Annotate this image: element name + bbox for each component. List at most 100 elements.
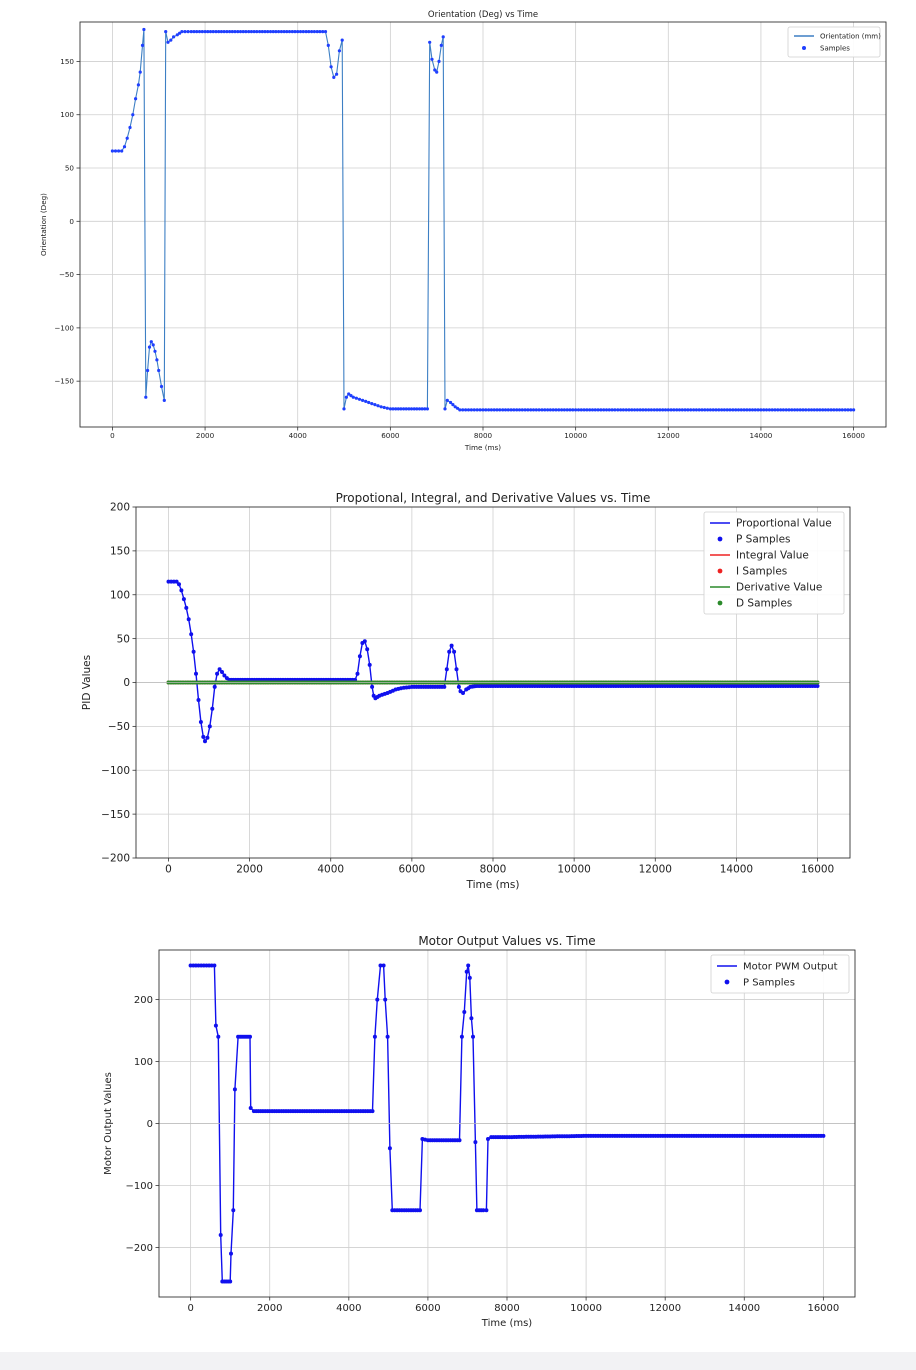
legend-box	[703, 511, 845, 615]
sample-point	[340, 38, 344, 42]
sample-point	[378, 963, 383, 968]
legend-dot-swatch	[717, 568, 723, 574]
sample-point	[208, 30, 213, 34]
x-tick-label: 12000	[649, 1303, 681, 1314]
sample-point	[222, 30, 226, 34]
sample-point	[823, 408, 828, 412]
x-axis-label: Time (ms)	[466, 879, 520, 891]
sample-point	[379, 405, 383, 409]
sample-point	[357, 397, 362, 401]
sample-point	[172, 35, 176, 39]
sample-point	[365, 647, 370, 652]
sample-point	[180, 30, 184, 34]
sample-point	[247, 30, 251, 34]
plot-area	[110, 27, 856, 412]
bottom-bar	[0, 1352, 916, 1370]
sample-point	[232, 1087, 237, 1092]
sample-point	[677, 408, 682, 412]
sample-point	[582, 408, 586, 412]
sample-point	[382, 405, 386, 410]
legend-label: Proportional Value	[736, 518, 832, 530]
sample-point	[195, 30, 199, 34]
sample-point	[529, 408, 533, 412]
sample-point	[627, 408, 631, 412]
x-axis-label: Time (ms)	[464, 443, 501, 452]
sample-point	[364, 399, 368, 403]
sample-point	[217, 667, 222, 672]
x-tick-label: 14000	[749, 431, 772, 440]
sample-point	[801, 408, 805, 412]
sample-point	[214, 30, 218, 34]
sample-point	[776, 408, 780, 412]
sample-point	[512, 408, 516, 412]
sample-point	[215, 671, 220, 676]
sample-point	[178, 31, 182, 35]
legend-dot-swatch	[717, 536, 723, 542]
chart-title: Propotional, Integral, and Derivative Va…	[336, 491, 651, 505]
sample-point	[736, 408, 741, 412]
sample-point	[367, 400, 371, 405]
sample-point	[191, 649, 196, 654]
sample-point	[407, 407, 411, 411]
sample-point	[557, 408, 561, 412]
sample-point	[344, 395, 348, 399]
sample-point	[122, 145, 127, 149]
y-tick-label: 200	[110, 502, 130, 514]
sample-point	[404, 407, 408, 411]
sample-point	[279, 30, 283, 34]
x-tick-label: 16000	[807, 1303, 839, 1314]
sample-point	[683, 408, 687, 412]
sample-point	[469, 1016, 474, 1021]
sample-point	[287, 30, 292, 34]
sample-point	[367, 662, 372, 667]
sample-point	[233, 30, 237, 34]
y-axis-label: Motor Output Values	[103, 1072, 114, 1175]
sample-point	[613, 408, 617, 412]
sample-point	[120, 149, 124, 153]
sample-point	[394, 407, 398, 411]
sample-point	[307, 30, 311, 34]
sample-point	[162, 398, 166, 402]
y-tick-label: 150	[110, 546, 130, 558]
x-tick-label: 2000	[196, 431, 215, 440]
sample-point	[759, 408, 763, 412]
sample-point	[462, 1010, 467, 1014]
sample-point	[818, 408, 822, 412]
orientation-chart: Orientation (Deg) vs Time 0 2000 4000 6000 80…	[39, 10, 887, 452]
sample-point	[503, 408, 508, 412]
sample-point	[455, 406, 460, 410]
sample-point	[649, 408, 654, 412]
sample-point	[441, 35, 445, 39]
sample-point	[425, 407, 429, 411]
sample-point	[220, 670, 224, 674]
y-tick-label: 100	[110, 589, 130, 601]
sample-point	[610, 408, 614, 412]
sample-point	[428, 40, 432, 44]
x-tick-label: 12000	[639, 864, 672, 876]
sample-point	[843, 408, 847, 412]
sample-point	[263, 30, 267, 34]
x-tick-label: 16000	[801, 864, 834, 876]
sample-point	[329, 65, 333, 69]
sample-point	[387, 1146, 392, 1151]
sample-point	[290, 30, 294, 34]
sample-point	[579, 408, 583, 412]
sample-point	[467, 975, 472, 980]
sample-point	[700, 408, 704, 412]
sample-point	[837, 408, 842, 412]
sample-point	[821, 1133, 826, 1138]
legend: Motor PWM Output P Samples	[710, 954, 850, 994]
plot-area	[188, 963, 826, 1284]
sample-point	[437, 59, 441, 64]
x-tick-label: 8000	[494, 1303, 519, 1314]
sample-point	[554, 408, 558, 412]
sample-point	[255, 30, 259, 34]
legend-label: Motor PWM Output	[743, 962, 838, 973]
sample-point	[773, 408, 777, 412]
sample-point	[134, 97, 138, 101]
sample-point	[125, 136, 129, 140]
sample-point	[593, 408, 597, 412]
sample-point	[159, 384, 164, 389]
pid-chart: Propotional, Integral, and Derivative Va…	[81, 491, 851, 891]
y-axis-label: Orientation (Deg)	[39, 193, 48, 256]
